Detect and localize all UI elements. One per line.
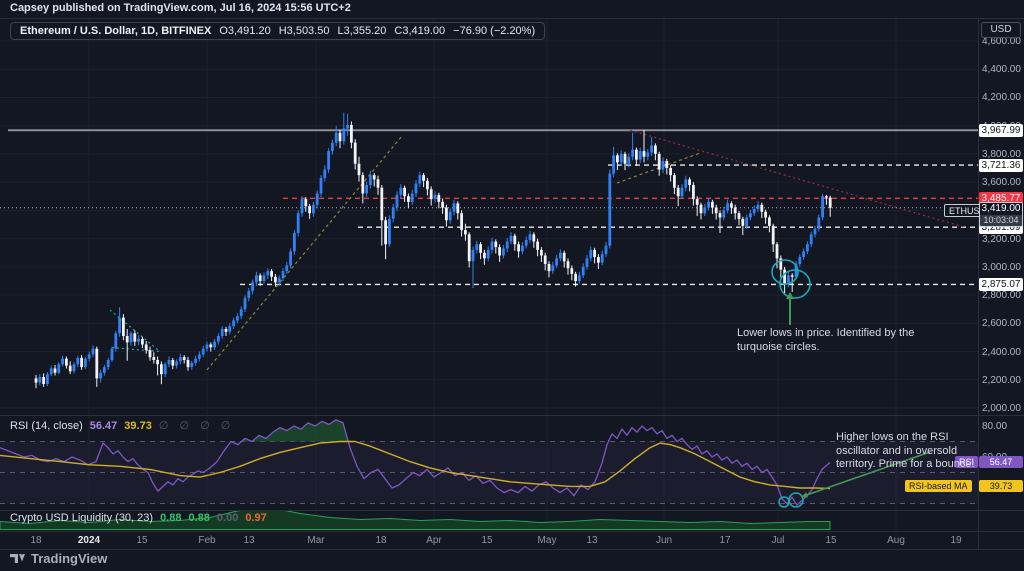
price-tick-label: 2,400.00	[982, 346, 1021, 358]
rsi-pane-header: RSI (14, close) 56.47 39.73 ∅ ∅ ∅ ∅	[10, 419, 234, 432]
rsi-value-badge: 56.47	[979, 456, 1023, 468]
price-tick-label: 4,200.00	[982, 92, 1021, 104]
chart-bottom-border	[0, 549, 1024, 550]
footer-brand[interactable]: TradingView	[10, 551, 107, 566]
rsi-title[interactable]: RSI (14, close)	[10, 420, 83, 432]
time-tick-label: 13	[243, 535, 255, 546]
pane-separator-rsi[interactable]	[0, 415, 1024, 416]
ohlc-high: H3,503.50	[278, 25, 330, 37]
liquidity-value: 0.88	[188, 512, 210, 524]
time-axis-border	[0, 531, 1024, 532]
ohlc-close: C3,419.00	[394, 25, 446, 37]
price-annotation: Lower lows in price. Identified by the t…	[737, 327, 915, 353]
time-tick-label: Feb	[198, 535, 216, 546]
price-tick-label: 3,000.00	[982, 261, 1021, 273]
price-tick-label: 2,000.00	[982, 403, 1021, 414]
price-tick-label: 3,200.00	[982, 233, 1021, 245]
time-tick-label: 18	[375, 535, 387, 546]
level-price-label: 3,721.36	[979, 158, 1023, 172]
ohlc-low: L3,355.20	[337, 25, 387, 37]
pane-separator-liquidity[interactable]	[0, 510, 1024, 511]
price-tick-label: 2,200.00	[982, 374, 1021, 386]
tradingview-logo-icon	[10, 554, 25, 563]
liquidity-values: 0.88 0.88 0.00 0.97	[160, 512, 274, 524]
last-price-value: 3,419.00	[980, 203, 1022, 215]
price-tick-label: 4,400.00	[982, 64, 1021, 76]
time-tick-label: Aug	[887, 535, 905, 546]
rsi-annotation: Higher lows on the RSI oscillator and in…	[836, 431, 975, 470]
time-tick-label: 13	[586, 535, 598, 546]
price-tick-label: 4,600.00	[982, 36, 1021, 47]
time-tick-label: 17	[719, 535, 731, 546]
ohlc-change: −76.90 (−2.20%)	[453, 25, 536, 37]
price-tick-label: 3,600.00	[982, 177, 1021, 189]
liquidity-value: 0.00	[216, 512, 239, 524]
price-tick-label: 2,600.00	[982, 318, 1021, 330]
time-tick-label: Jul	[771, 535, 785, 546]
rsi-line-badge: RSI	[955, 456, 979, 468]
rsi-tick-label: 80.00	[982, 421, 1008, 432]
liquidity-value: 0.88	[160, 512, 182, 524]
last-price-box: 3,419.00 10:03:04	[979, 202, 1023, 227]
price-axis-border	[978, 18, 979, 549]
published-info: Capsey published on TradingView.com, Jul…	[10, 2, 351, 14]
symbol-title[interactable]: Ethereum / U.S. Dollar, 1D, BITFINEX	[20, 25, 212, 37]
time-tick-label: May	[537, 535, 557, 546]
time-tick-label: Apr	[426, 535, 442, 546]
price-tick-label: 3,800.00	[982, 148, 1021, 160]
currency-toggle-button[interactable]: USD	[981, 22, 1021, 38]
time-tick-label: 15	[481, 535, 493, 546]
liquidity-pane-header: Crypto USD Liquidity (30, 23) 0.88 0.88 0.…	[10, 512, 274, 524]
time-tick-label: 19	[950, 535, 962, 546]
chart-top-border	[0, 18, 1024, 19]
level-price-label: 3,485.77	[979, 191, 1023, 205]
axis-corner	[979, 531, 1024, 549]
time-tick-label: 18	[30, 535, 42, 546]
time-tick-label: 2024	[77, 535, 101, 546]
rsi-ma-value: 39.73	[124, 420, 152, 432]
price-tick-label: 2,800.00	[982, 290, 1021, 302]
ohlc-open: O3,491.20	[219, 25, 271, 37]
liquidity-title[interactable]: Crypto USD Liquidity (30, 23)	[10, 512, 154, 524]
time-tick-label: Jun	[655, 535, 673, 546]
tradingview-logo-text: TradingView	[31, 551, 108, 566]
liquidity-value: 0.97	[245, 512, 267, 524]
rsi-ma-badge: RSI-based MA	[905, 480, 972, 492]
level-price-label: 3,967.99	[979, 123, 1023, 137]
rsi-ma-value-badge: 39.73	[979, 480, 1023, 492]
bar-countdown: 10:03:04	[980, 215, 1022, 226]
rsi-empty-values: ∅ ∅ ∅ ∅	[158, 420, 235, 432]
time-axis[interactable]: 18 2024 15 Feb 13 Mar 18 Apr 15 May 13 Jun 17 Jul 15 Au…	[0, 531, 978, 549]
time-tick-label: Mar	[307, 535, 325, 546]
rsi-value: 56.47	[89, 420, 118, 432]
level-price-label: 2,875.07	[979, 277, 1023, 291]
time-tick-label: 15	[136, 535, 148, 546]
time-tick-label: 15	[825, 535, 837, 546]
symbol-legend: Ethereum / U.S. Dollar, 1D, BITFINEX O3,…	[10, 22, 546, 40]
